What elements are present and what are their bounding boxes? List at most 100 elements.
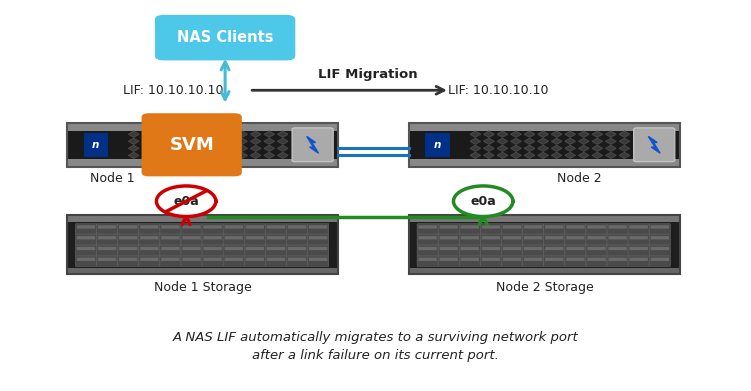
FancyBboxPatch shape <box>523 235 544 245</box>
FancyBboxPatch shape <box>77 236 95 239</box>
FancyBboxPatch shape <box>223 256 244 267</box>
Polygon shape <box>538 138 548 144</box>
FancyBboxPatch shape <box>503 236 521 239</box>
Polygon shape <box>524 131 535 137</box>
Polygon shape <box>470 152 481 158</box>
FancyBboxPatch shape <box>161 236 179 239</box>
FancyBboxPatch shape <box>267 236 285 239</box>
FancyBboxPatch shape <box>308 235 329 245</box>
Polygon shape <box>511 138 521 144</box>
FancyBboxPatch shape <box>204 225 222 229</box>
Polygon shape <box>196 145 207 151</box>
Polygon shape <box>620 145 629 151</box>
FancyBboxPatch shape <box>75 245 97 256</box>
Text: Node 1 Storage: Node 1 Storage <box>154 281 252 294</box>
FancyBboxPatch shape <box>460 236 479 239</box>
FancyBboxPatch shape <box>409 131 680 159</box>
FancyBboxPatch shape <box>161 225 179 229</box>
Text: LIF: 10.10.10.10: LIF: 10.10.10.10 <box>123 84 224 97</box>
FancyBboxPatch shape <box>98 247 116 250</box>
FancyBboxPatch shape <box>545 247 563 250</box>
FancyBboxPatch shape <box>286 235 308 245</box>
FancyBboxPatch shape <box>629 236 648 239</box>
FancyBboxPatch shape <box>246 236 264 239</box>
Polygon shape <box>210 138 220 144</box>
FancyBboxPatch shape <box>460 224 481 234</box>
FancyBboxPatch shape <box>503 258 521 261</box>
FancyBboxPatch shape <box>523 256 544 267</box>
Polygon shape <box>538 131 548 137</box>
FancyBboxPatch shape <box>417 235 438 245</box>
FancyBboxPatch shape <box>586 224 607 234</box>
FancyBboxPatch shape <box>118 256 139 267</box>
FancyBboxPatch shape <box>418 225 437 229</box>
FancyBboxPatch shape <box>608 258 627 261</box>
Polygon shape <box>620 152 629 158</box>
FancyBboxPatch shape <box>265 256 286 267</box>
FancyBboxPatch shape <box>481 225 500 229</box>
FancyBboxPatch shape <box>502 256 523 267</box>
FancyBboxPatch shape <box>182 236 201 239</box>
Polygon shape <box>169 145 179 151</box>
Polygon shape <box>511 131 521 137</box>
FancyBboxPatch shape <box>586 245 607 256</box>
FancyBboxPatch shape <box>649 245 671 256</box>
FancyBboxPatch shape <box>225 225 243 229</box>
Polygon shape <box>182 131 193 137</box>
FancyBboxPatch shape <box>140 258 158 261</box>
FancyBboxPatch shape <box>286 256 308 267</box>
FancyBboxPatch shape <box>649 256 671 267</box>
FancyBboxPatch shape <box>544 256 565 267</box>
FancyBboxPatch shape <box>460 235 481 245</box>
FancyBboxPatch shape <box>587 236 605 239</box>
Polygon shape <box>128 131 139 137</box>
Circle shape <box>454 186 513 217</box>
FancyBboxPatch shape <box>628 256 649 267</box>
FancyBboxPatch shape <box>286 245 308 256</box>
Polygon shape <box>155 138 166 144</box>
FancyBboxPatch shape <box>649 235 671 245</box>
FancyBboxPatch shape <box>608 247 627 250</box>
Polygon shape <box>593 131 602 137</box>
FancyBboxPatch shape <box>288 247 306 250</box>
Polygon shape <box>264 131 274 137</box>
FancyBboxPatch shape <box>97 256 118 267</box>
FancyBboxPatch shape <box>223 245 244 256</box>
FancyBboxPatch shape <box>77 258 95 261</box>
Polygon shape <box>237 152 247 158</box>
Polygon shape <box>511 152 521 158</box>
Polygon shape <box>196 138 207 144</box>
FancyBboxPatch shape <box>503 225 521 229</box>
FancyBboxPatch shape <box>98 236 116 239</box>
Polygon shape <box>524 138 535 144</box>
FancyBboxPatch shape <box>97 235 118 245</box>
FancyBboxPatch shape <box>608 236 627 239</box>
FancyBboxPatch shape <box>587 258 605 261</box>
Polygon shape <box>565 152 575 158</box>
FancyBboxPatch shape <box>628 224 649 234</box>
Text: n: n <box>433 140 441 150</box>
Text: LIF: 10.10.10.10: LIF: 10.10.10.10 <box>448 84 548 97</box>
FancyBboxPatch shape <box>308 224 329 234</box>
FancyBboxPatch shape <box>98 258 116 261</box>
Polygon shape <box>210 152 220 158</box>
FancyBboxPatch shape <box>288 225 306 229</box>
FancyBboxPatch shape <box>140 247 158 250</box>
FancyBboxPatch shape <box>649 224 671 234</box>
FancyBboxPatch shape <box>223 224 244 234</box>
FancyBboxPatch shape <box>438 224 460 234</box>
FancyBboxPatch shape <box>608 225 627 229</box>
Polygon shape <box>142 131 152 137</box>
Polygon shape <box>251 145 261 151</box>
Polygon shape <box>606 131 616 137</box>
FancyBboxPatch shape <box>308 245 329 256</box>
Polygon shape <box>224 138 234 144</box>
FancyBboxPatch shape <box>118 224 139 234</box>
Polygon shape <box>606 145 616 151</box>
FancyBboxPatch shape <box>182 258 201 261</box>
FancyBboxPatch shape <box>140 236 158 239</box>
FancyBboxPatch shape <box>140 225 158 229</box>
FancyBboxPatch shape <box>417 256 438 267</box>
FancyBboxPatch shape <box>68 123 339 131</box>
FancyBboxPatch shape <box>438 235 460 245</box>
